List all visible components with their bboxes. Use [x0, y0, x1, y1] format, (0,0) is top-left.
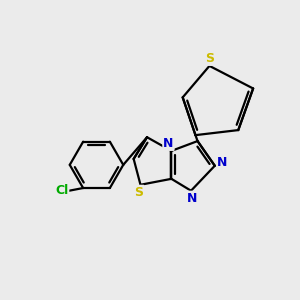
Text: N: N	[163, 137, 174, 150]
Text: S: S	[134, 186, 143, 199]
Text: Cl: Cl	[55, 184, 68, 197]
Text: N: N	[217, 156, 227, 169]
Text: S: S	[205, 52, 214, 65]
Text: N: N	[187, 192, 198, 205]
